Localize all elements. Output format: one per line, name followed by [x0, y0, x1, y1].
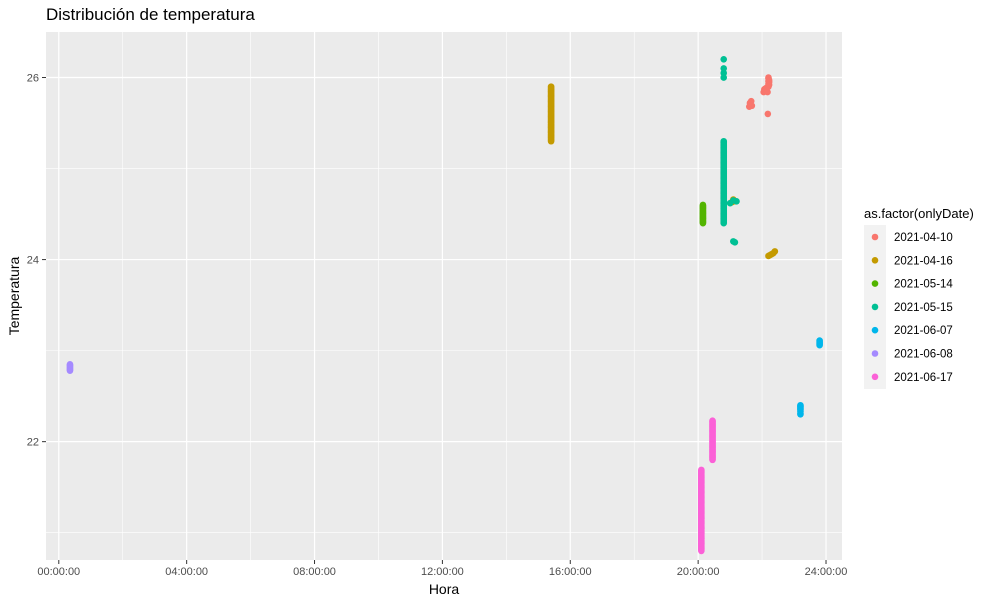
legend-label: 2021-04-16	[894, 255, 953, 267]
x-tick-label: 08:00:00	[293, 566, 336, 578]
point-2021-06-07	[797, 401, 804, 409]
legend-key	[871, 350, 879, 357]
legend-label: 2021-05-14	[894, 279, 953, 291]
y-axis-title: Temperatura	[6, 256, 22, 335]
data-points	[66, 56, 823, 555]
point-2021-04-10	[765, 76, 773, 84]
y-tick-label: 26	[27, 73, 39, 85]
point-2021-06-17	[709, 417, 716, 425]
x-tick-label: 16:00:00	[549, 566, 592, 578]
x-axis-ticks: 00:00:00 04:00:00 08:00:00 12:00:00 16:00:00…	[37, 560, 847, 578]
legend-label: 2021-06-08	[894, 349, 953, 361]
legend-key	[871, 326, 879, 334]
point-2021-05-15	[733, 198, 740, 205]
point-2021-05-15	[720, 69, 728, 77]
legend-key	[871, 257, 879, 264]
y-tick-label: 22	[27, 437, 39, 449]
x-axis-title: Hora	[429, 581, 460, 597]
point-2021-06-07	[816, 337, 823, 344]
point-2021-05-15	[720, 56, 728, 63]
legend-items: 2021-04-10 2021-04-16 2021-05-14 2021-05-15…	[871, 232, 953, 384]
x-tick-label: 12:00:00	[421, 566, 464, 578]
x-tick-label: 24:00:00	[805, 566, 848, 578]
x-tick-label: 04:00:00	[165, 566, 208, 578]
point-2021-04-16	[547, 83, 555, 90]
x-tick-label: 00:00:00	[37, 566, 80, 578]
legend-title: as.factor(onlyDate)	[864, 206, 974, 221]
plot-panel	[46, 32, 842, 560]
point-2021-05-14	[699, 201, 707, 209]
x-tick-label: 20:00:00	[677, 566, 720, 578]
y-axis-ticks: 22 24 26	[27, 73, 46, 449]
point-2021-06-17	[698, 466, 705, 474]
point-2021-05-15	[731, 238, 739, 246]
legend-label: 2021-05-15	[894, 302, 953, 314]
chart-title: Distribución de temperatura	[46, 5, 255, 24]
point-2021-05-15	[720, 137, 728, 145]
legend-key	[871, 280, 879, 287]
point-2021-04-10	[764, 88, 771, 96]
point-2021-04-10	[764, 110, 772, 118]
legend-label: 2021-06-17	[894, 372, 953, 384]
major-gridlines	[46, 32, 842, 560]
legend-label: 2021-04-10	[894, 232, 953, 244]
legend-key	[871, 303, 879, 311]
minor-gridlines	[46, 32, 842, 560]
legend-label: 2021-06-07	[894, 325, 953, 337]
legend-key	[871, 373, 879, 381]
y-tick-label: 24	[27, 255, 39, 267]
point-2021-04-10	[748, 102, 756, 110]
point-2021-05-15	[720, 65, 728, 72]
point-2021-05-15	[720, 74, 728, 81]
legend-key	[871, 233, 879, 241]
legend: as.factor(onlyDate) 2021-04-10 2021-04-16…	[864, 206, 974, 389]
point-2021-06-08	[66, 360, 74, 368]
point-2021-04-16	[771, 248, 779, 255]
